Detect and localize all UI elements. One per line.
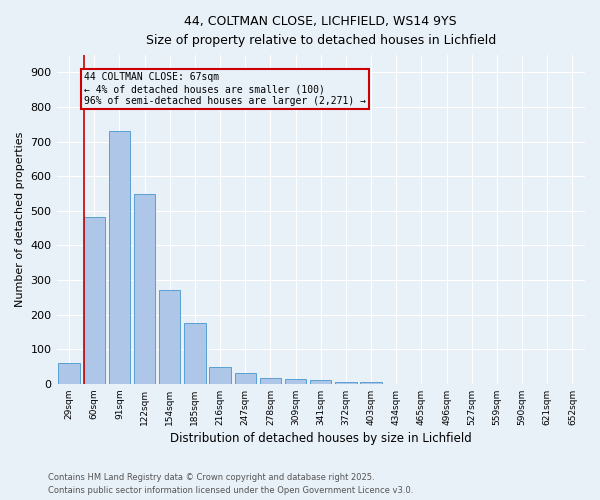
Bar <box>209 367 231 384</box>
Bar <box>285 380 307 384</box>
Bar <box>361 382 382 384</box>
Bar <box>235 372 256 384</box>
Bar <box>184 324 206 384</box>
Bar <box>83 216 105 384</box>
Bar <box>335 382 356 384</box>
Bar <box>159 290 181 384</box>
Bar <box>109 131 130 384</box>
Bar <box>58 363 80 384</box>
Text: Contains HM Land Registry data © Crown copyright and database right 2025.: Contains HM Land Registry data © Crown c… <box>48 474 374 482</box>
Y-axis label: Number of detached properties: Number of detached properties <box>15 132 25 307</box>
Bar <box>310 380 331 384</box>
X-axis label: Distribution of detached houses by size in Lichfield: Distribution of detached houses by size … <box>170 432 472 445</box>
Text: 44 COLTMAN CLOSE: 67sqm
← 4% of detached houses are smaller (100)
96% of semi-de: 44 COLTMAN CLOSE: 67sqm ← 4% of detached… <box>84 72 366 106</box>
Bar <box>134 194 155 384</box>
Title: 44, COLTMAN CLOSE, LICHFIELD, WS14 9YS
Size of property relative to detached hou: 44, COLTMAN CLOSE, LICHFIELD, WS14 9YS S… <box>146 15 496 47</box>
Text: Contains public sector information licensed under the Open Government Licence v3: Contains public sector information licen… <box>48 486 413 495</box>
Bar <box>260 378 281 384</box>
